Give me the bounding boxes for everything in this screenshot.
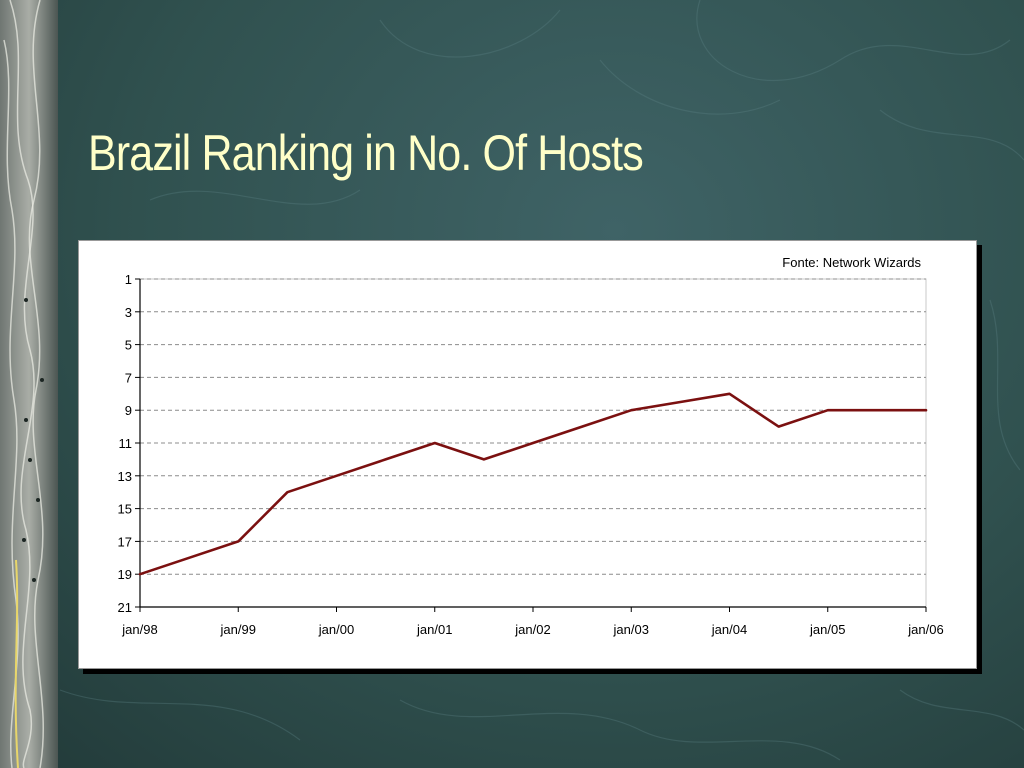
y-tick-label: 7 <box>125 370 132 385</box>
x-tick-label: jan/03 <box>613 622 649 637</box>
y-tick-label: 3 <box>125 305 132 320</box>
x-tick-label: jan/00 <box>318 622 354 637</box>
source-note: Fonte: Network Wizards <box>782 255 921 270</box>
slide-title: Brazil Ranking in No. Of Hosts <box>88 125 644 181</box>
x-tick-label: jan/04 <box>711 622 747 637</box>
chart-panel: Fonte: Network Wizards 1 3 5 7 9 11 13 15 17 19 21… <box>78 240 977 669</box>
x-tick-label: jan/02 <box>514 622 550 637</box>
y-tick-label: 13 <box>118 469 132 484</box>
y-tick-label: 9 <box>125 403 132 418</box>
y-tick-label: 1 <box>125 272 132 287</box>
y-tick-label: 5 <box>125 338 132 353</box>
y-tick-label: 15 <box>118 502 132 517</box>
line-chart: Fonte: Network Wizards 13579111315171921… <box>118 255 944 637</box>
x-tick-label: jan/99 <box>220 622 256 637</box>
x-tick-label: jan/06 <box>907 622 943 637</box>
y-tick-label: 17 <box>118 534 132 549</box>
decorative-side-strip <box>0 0 58 768</box>
y-tick-label: 11 <box>119 436 133 451</box>
y-tick-label: 19 <box>118 567 132 582</box>
x-tick-label: jan/05 <box>809 622 845 637</box>
y-tick-label: 21 <box>118 600 132 615</box>
series-layer <box>138 392 928 576</box>
x-tick-label: jan/98 <box>121 622 157 637</box>
x-tick-label: jan/01 <box>416 622 452 637</box>
series-line <box>138 392 928 576</box>
